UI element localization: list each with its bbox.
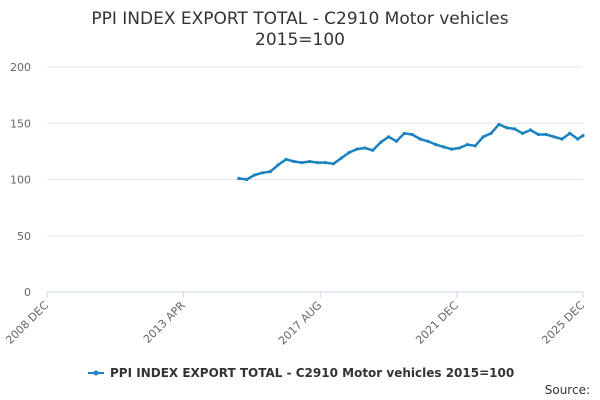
gridlines: [47, 66, 583, 237]
x-tick-label: 2025 DEC: [539, 299, 587, 347]
data-point[interactable]: [268, 170, 272, 174]
chart-title: PPI INDEX EXPORT TOTAL - C2910 Motor veh…: [91, 9, 508, 50]
data-point[interactable]: [308, 159, 312, 164]
x-tick-label: 2008 DEC: [3, 299, 51, 347]
data-point[interactable]: [387, 135, 391, 139]
data-point[interactable]: [426, 139, 430, 143]
series-area: [237, 122, 585, 182]
data-point[interactable]: [253, 173, 257, 177]
data-point[interactable]: [481, 135, 485, 139]
data-point[interactable]: [339, 156, 343, 160]
y-tick-label: 100: [10, 174, 31, 187]
data-point[interactable]: [260, 171, 265, 175]
data-point[interactable]: [544, 132, 548, 137]
chart-subtitle: 2015=100: [255, 30, 345, 50]
data-point[interactable]: [513, 127, 517, 131]
data-point[interactable]: [331, 162, 335, 166]
data-point[interactable]: [450, 147, 454, 151]
data-point[interactable]: [568, 131, 572, 135]
data-point[interactable]: [379, 140, 383, 144]
x-axis: 2008 DEC 2013 APR 2017 AUG 2021 DEC 2025 DEC: [3, 291, 587, 348]
x-tick-label: 2017 AUG: [276, 299, 325, 348]
data-point[interactable]: [552, 135, 556, 139]
data-point[interactable]: [402, 131, 406, 135]
data-point[interactable]: [442, 145, 446, 149]
legend-marker-icon: [93, 370, 99, 376]
legend[interactable]: PPI INDEX EXPORT TOTAL - C2910 Motor veh…: [88, 366, 514, 380]
legend-label: PPI INDEX EXPORT TOTAL - C2910 Motor veh…: [110, 366, 514, 380]
data-point[interactable]: [560, 137, 564, 141]
data-point[interactable]: [284, 157, 288, 161]
data-point[interactable]: [528, 128, 533, 132]
data-point[interactable]: [489, 131, 493, 135]
data-point[interactable]: [323, 161, 328, 165]
data-point[interactable]: [497, 122, 501, 126]
y-tick-label: 200: [10, 61, 31, 74]
data-point[interactable]: [316, 161, 320, 165]
data-point[interactable]: [276, 163, 280, 167]
data-point[interactable]: [521, 131, 525, 135]
x-tick-label: 2021 DEC: [413, 299, 461, 347]
data-point[interactable]: [347, 150, 351, 155]
y-tick-label: 0: [24, 286, 31, 299]
data-point[interactable]: [363, 146, 367, 150]
y-tick-label: 150: [10, 117, 31, 130]
data-point[interactable]: [536, 132, 540, 137]
data-point[interactable]: [300, 161, 304, 165]
x-tick-label: 2013 APR: [141, 299, 188, 346]
data-point[interactable]: [410, 132, 414, 137]
series-line[interactable]: [238, 123, 584, 181]
data-point[interactable]: [473, 144, 477, 148]
data-point[interactable]: [457, 146, 462, 150]
data-point[interactable]: [576, 137, 580, 141]
data-point[interactable]: [434, 143, 438, 147]
y-tick-label: 50: [17, 230, 31, 243]
data-point[interactable]: [394, 139, 399, 143]
chart-title-line1: PPI INDEX EXPORT TOTAL - C2910 Motor veh…: [91, 9, 508, 29]
data-point[interactable]: [505, 126, 509, 130]
data-point[interactable]: [465, 143, 469, 147]
data-point[interactable]: [292, 159, 296, 164]
data-point[interactable]: [245, 177, 249, 182]
data-point[interactable]: [237, 176, 241, 180]
y-axis-ticks: 0 50 100 150 200: [10, 61, 31, 299]
data-point[interactable]: [418, 137, 422, 141]
data-point[interactable]: [371, 148, 375, 152]
data-point[interactable]: [581, 134, 585, 138]
source-label: Source:: [545, 383, 590, 397]
data-point[interactable]: [355, 147, 359, 151]
